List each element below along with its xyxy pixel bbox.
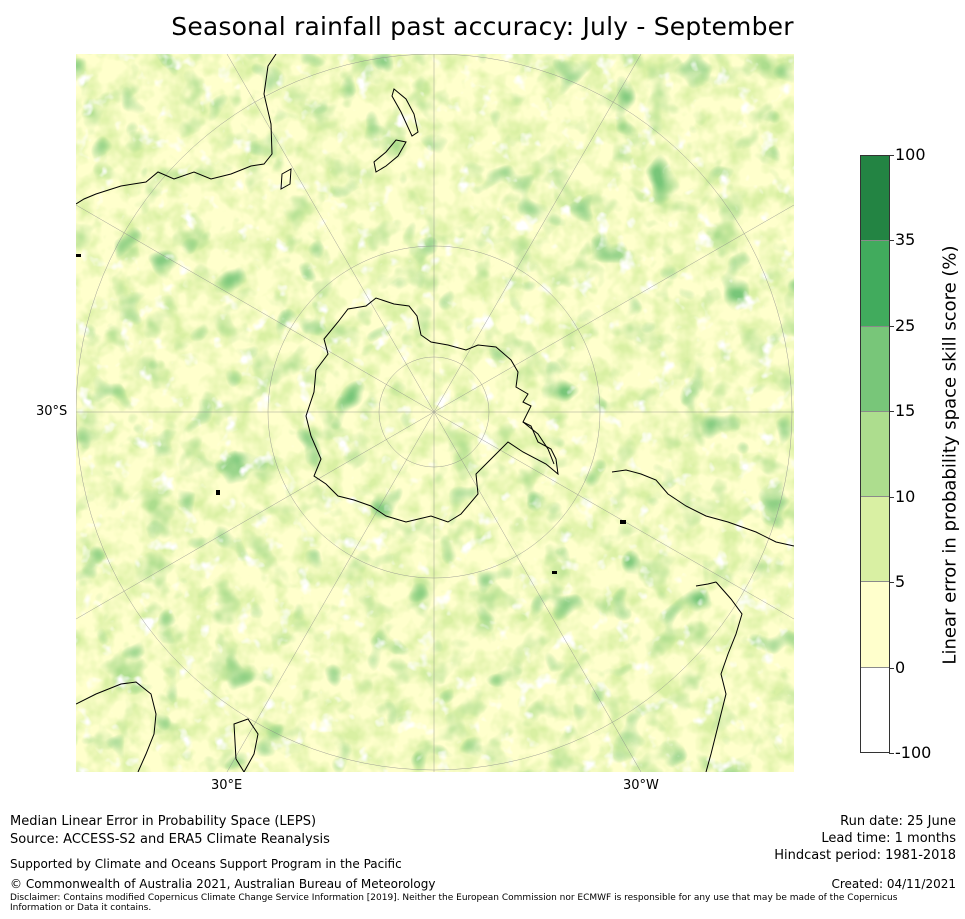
south-america-tip	[695, 581, 717, 587]
colorbar-tick-label: 10	[895, 486, 916, 506]
copyright-text: © Commonwealth of Australia 2021, Austra…	[10, 877, 436, 891]
colorbar-tick-mark	[889, 582, 894, 584]
australia-coast	[76, 54, 277, 205]
lon-label-30w: 30°W	[623, 778, 659, 793]
colorbar-bin-3	[861, 411, 889, 498]
colorbar-tick-mark	[889, 753, 894, 754]
colorbar-tick-label: 25	[895, 315, 916, 335]
map-title: Seasonal rainfall past accuracy: July - …	[171, 12, 794, 41]
run-date: Run date: 25 June	[840, 814, 956, 829]
support-text: Supported by Climate and Oceans Support …	[10, 857, 402, 871]
new-zealand-south	[373, 139, 407, 173]
new-zealand-north	[391, 88, 419, 137]
colorbar	[860, 155, 890, 753]
colorbar-bin-5	[861, 582, 889, 668]
colorbar-tick-label: 5	[895, 572, 906, 592]
skill-score-map	[76, 54, 794, 772]
south-america-east	[705, 581, 743, 772]
colorbar-tick-mark	[889, 155, 894, 156]
colorbar-tick-mark	[889, 411, 894, 413]
colorbar-tick-label: 0	[895, 657, 906, 677]
method-text: Median Linear Error in Probability Space…	[10, 814, 317, 829]
islands	[76, 254, 626, 574]
lat-label-30s: 30°S	[36, 404, 68, 419]
hindcast-period: Hindcast period: 1981-2018	[774, 848, 956, 863]
disclaimer-text: Disclaimer: Contains modified Copernicus…	[10, 893, 898, 913]
created-date: Created: 04/11/2021	[831, 877, 956, 891]
graticule	[76, 54, 794, 772]
antarctica-coast	[305, 297, 559, 523]
colorbar-bin-1	[861, 241, 889, 327]
colorbar-tick-label: 15	[895, 401, 916, 421]
south-america-coast	[611, 469, 794, 547]
lead-time: Lead time: 1 months	[821, 831, 956, 846]
colorbar-tick-mark	[889, 496, 894, 498]
source-text: Source: ACCESS-S2 and ERA5 Climate Reana…	[10, 832, 330, 847]
madagascar-coast	[233, 718, 259, 772]
coastlines	[76, 54, 794, 772]
colorbar-tick-label: 100	[895, 145, 926, 164]
colorbar-tick-label: 35	[895, 230, 916, 250]
lon-label-30e: 30°E	[211, 778, 243, 793]
tasmania-coast	[280, 168, 292, 190]
antarctic-peninsula	[522, 421, 555, 465]
colorbar-tick-mark	[889, 325, 894, 327]
colorbar-label: Linear error in probability space skill …	[939, 245, 961, 665]
colorbar-tick-mark	[889, 240, 894, 242]
colorbar-bin-6	[861, 667, 889, 752]
colorbar-bin-0	[861, 156, 889, 242]
africa-coast	[76, 681, 157, 772]
colorbar-tick-label: -100	[895, 743, 932, 762]
colorbar-bin-4	[861, 497, 889, 583]
colorbar-tick-mark	[889, 667, 894, 669]
colorbar-bin-2	[861, 326, 889, 412]
